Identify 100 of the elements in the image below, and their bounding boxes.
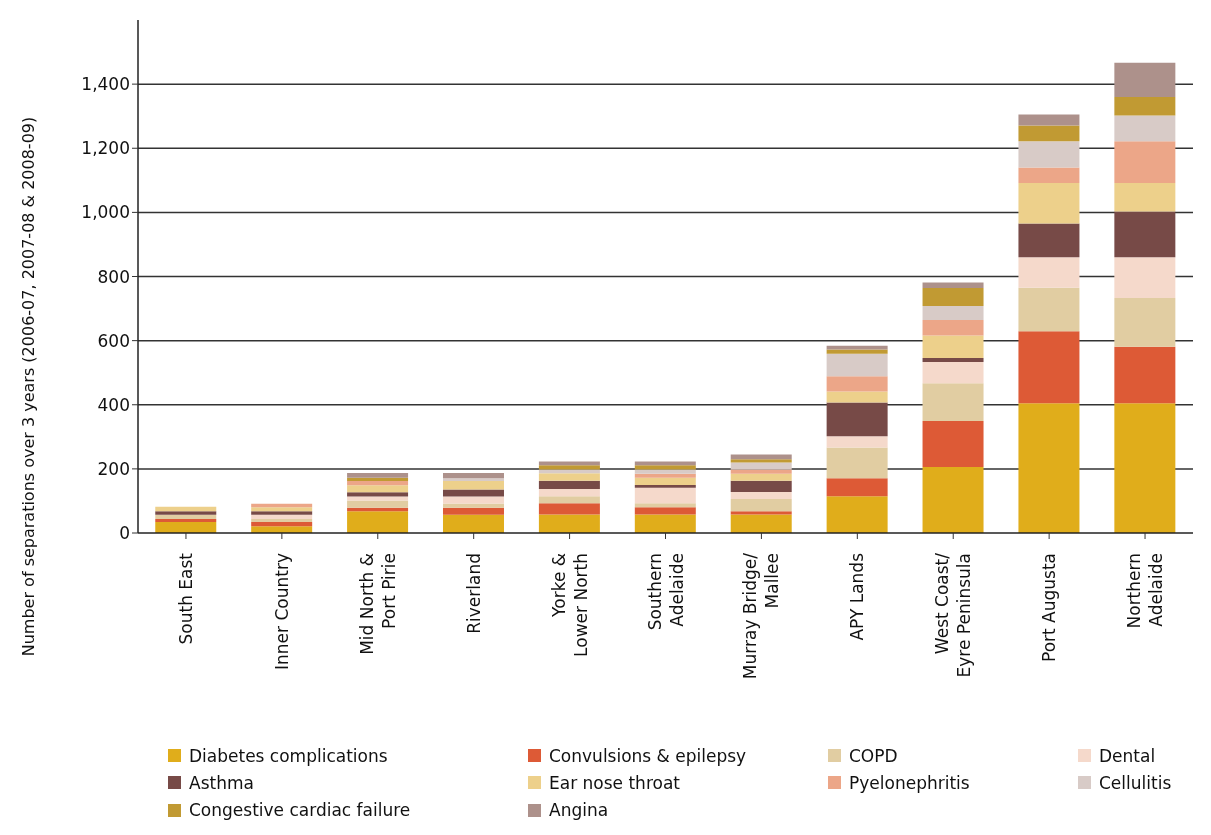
bar (538, 489, 600, 497)
x-tick-label: Inner Country (271, 553, 292, 670)
legend-label: Cellulitis (1099, 772, 1172, 793)
bar (730, 514, 792, 533)
bar (730, 462, 792, 470)
bar (1018, 223, 1080, 258)
bar (730, 454, 792, 460)
bar (1018, 141, 1080, 168)
bar (347, 496, 409, 501)
bar (1114, 182, 1176, 212)
legend-label: Pyelonephritis (849, 772, 970, 793)
bar (1018, 182, 1080, 224)
y-tick-label: 600 (97, 330, 130, 351)
bar (1018, 167, 1080, 183)
bar (826, 376, 888, 392)
y-tick-label: 1,000 (81, 202, 130, 223)
bar (1114, 96, 1176, 116)
bar (347, 477, 409, 482)
bar (922, 288, 984, 306)
bar (922, 383, 984, 422)
bar (538, 514, 600, 533)
y-tick-label: 1,400 (81, 74, 130, 95)
y-tick-label: 400 (97, 394, 130, 415)
bar (634, 514, 696, 533)
bar (155, 511, 217, 515)
y-tick-label: 1,200 (81, 138, 130, 159)
bar (1018, 125, 1080, 142)
bar (442, 473, 504, 479)
bar (634, 503, 696, 508)
bar (251, 507, 313, 512)
bar (634, 477, 696, 485)
bar (634, 487, 696, 504)
bar (730, 491, 792, 500)
bar (826, 447, 888, 479)
legend-label: Asthma (189, 772, 254, 793)
bar (442, 514, 504, 533)
bar (442, 489, 504, 497)
legend-label: Angina (549, 800, 609, 821)
bar (1018, 403, 1080, 533)
bar (1114, 346, 1176, 404)
y-axis-title: Number of separations over 3 years (2006-07, 2007-08 & 2008-09) (18, 116, 38, 657)
bar (922, 320, 984, 336)
bar (922, 466, 984, 533)
bar (826, 478, 888, 497)
x-tick-label: South East (175, 552, 196, 645)
bar (1114, 211, 1176, 258)
bar (730, 511, 792, 515)
bar (922, 357, 984, 363)
bar (347, 492, 409, 497)
legend-label: Congestive cardiac failure (189, 800, 411, 821)
bar (347, 511, 409, 533)
bar (922, 421, 984, 467)
bar (538, 480, 600, 490)
bar (826, 402, 888, 437)
legend-label: Convulsions & epilepsy (549, 745, 747, 766)
bar (442, 503, 504, 508)
bar (538, 465, 600, 470)
legend-label: Dental (1099, 745, 1156, 766)
bar (1018, 331, 1080, 404)
bar (1018, 257, 1080, 288)
bar (634, 469, 696, 474)
bar (922, 335, 984, 358)
x-tick-label: Southern Adelaide (644, 553, 687, 631)
bar (730, 480, 792, 492)
x-tick-label: West Coast/ Eyre Peninsula (932, 552, 975, 678)
bar (251, 511, 313, 515)
bar (538, 503, 600, 515)
bar (442, 481, 504, 490)
bar (251, 522, 313, 527)
y-tick-label: 800 (97, 266, 130, 287)
bar (347, 473, 409, 478)
bar (826, 496, 888, 533)
bar (826, 436, 888, 448)
x-tick-label: Port Augusta (1039, 553, 1060, 663)
bar (442, 496, 504, 504)
bar (1114, 115, 1176, 142)
legend-label: Diabetes complications (189, 745, 388, 766)
x-tick-label: Riverland (463, 553, 484, 634)
bar (730, 459, 792, 463)
bar (538, 473, 600, 481)
legend-label: Ear nose throat (549, 772, 680, 793)
bar (922, 306, 984, 321)
bar (922, 362, 984, 384)
bar (155, 518, 217, 523)
bar (155, 514, 217, 519)
bar (442, 507, 504, 515)
bar (1114, 297, 1176, 347)
x-tick-label: Mid North & Port Pirie (356, 553, 399, 655)
bar (1114, 141, 1176, 183)
bar (1114, 403, 1176, 533)
legend-label: COPD (849, 745, 898, 766)
bar (730, 469, 792, 474)
y-tick-label: 200 (97, 458, 130, 479)
bar (634, 465, 696, 470)
bar (251, 514, 313, 519)
bar (826, 349, 888, 354)
bar (347, 485, 409, 493)
y-tick-label: 0 (119, 523, 130, 544)
bar (634, 473, 696, 478)
bar (730, 473, 792, 481)
